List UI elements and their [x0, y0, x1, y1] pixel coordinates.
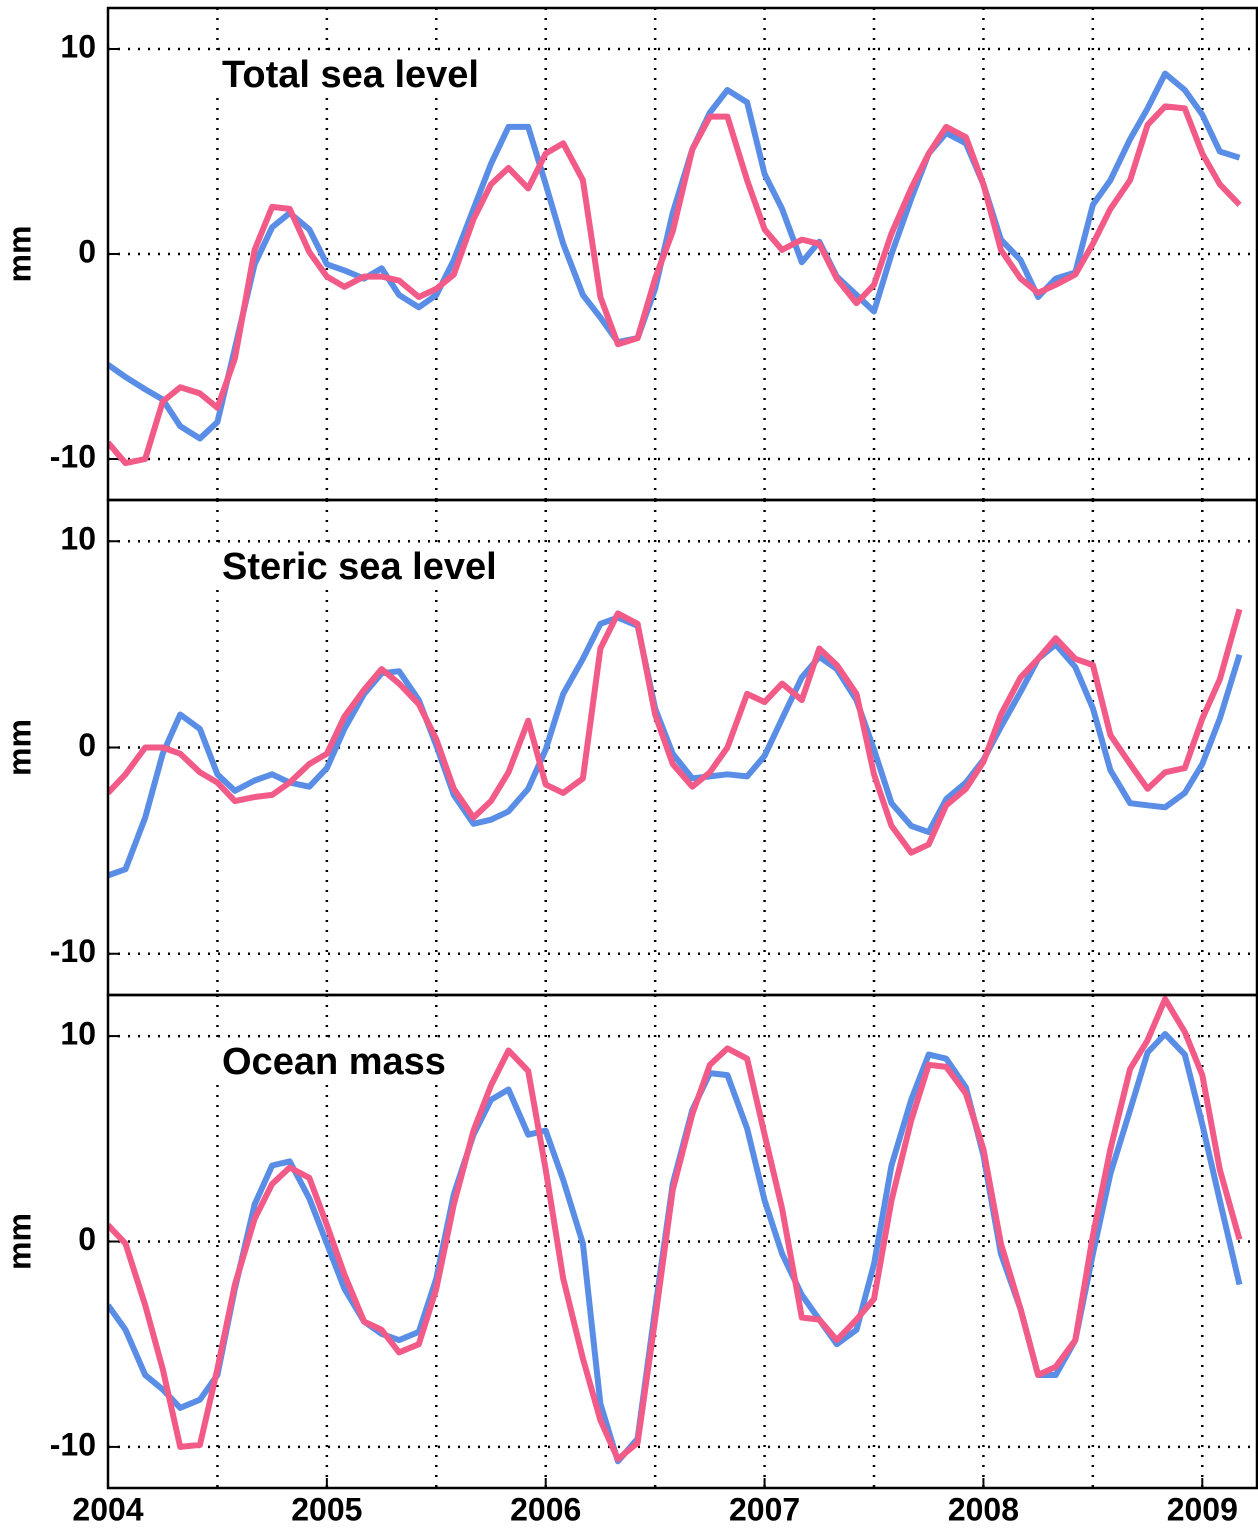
y-tick-label: -10 — [50, 438, 96, 474]
x-tick-label: 2004 — [72, 1491, 143, 1527]
x-tick-label: 2008 — [948, 1491, 1019, 1527]
plot-lines — [108, 70, 1242, 467]
y-tick-label: 10 — [60, 1016, 96, 1052]
y-tick-label: 0 — [78, 727, 96, 763]
data-line — [108, 1031, 1243, 1465]
y-tick-label: -10 — [50, 933, 96, 969]
y-axis-label: mm — [1, 1213, 37, 1270]
y-tick-label: 10 — [60, 28, 96, 64]
x-tick-label: 2009 — [1167, 1491, 1238, 1527]
x-tick-label: 2007 — [729, 1491, 800, 1527]
y-tick-label: 0 — [78, 233, 96, 269]
title-background — [216, 1039, 452, 1086]
data-line — [108, 608, 1243, 856]
panel-title: Total sea level — [222, 54, 479, 96]
plot-lines — [108, 608, 1243, 879]
y-tick-label: 0 — [78, 1221, 96, 1257]
y-tick-label: 10 — [60, 521, 96, 557]
panel-title: Ocean mass — [222, 1041, 446, 1083]
panel-frame — [106, 993, 1258, 1490]
y-axis-label: mm — [1, 719, 37, 776]
data-line — [108, 996, 1243, 1463]
plot-lines — [108, 996, 1243, 1465]
data-line — [108, 103, 1242, 467]
data-line — [108, 70, 1241, 442]
title-background — [216, 544, 503, 591]
panel-title: Steric sea level — [222, 546, 497, 588]
title-background — [216, 52, 485, 99]
y-axis-label: mm — [1, 226, 37, 283]
y-tick-label: -10 — [50, 1426, 96, 1462]
x-tick-label: 2006 — [510, 1491, 581, 1527]
x-tick-label: 2005 — [291, 1491, 362, 1527]
